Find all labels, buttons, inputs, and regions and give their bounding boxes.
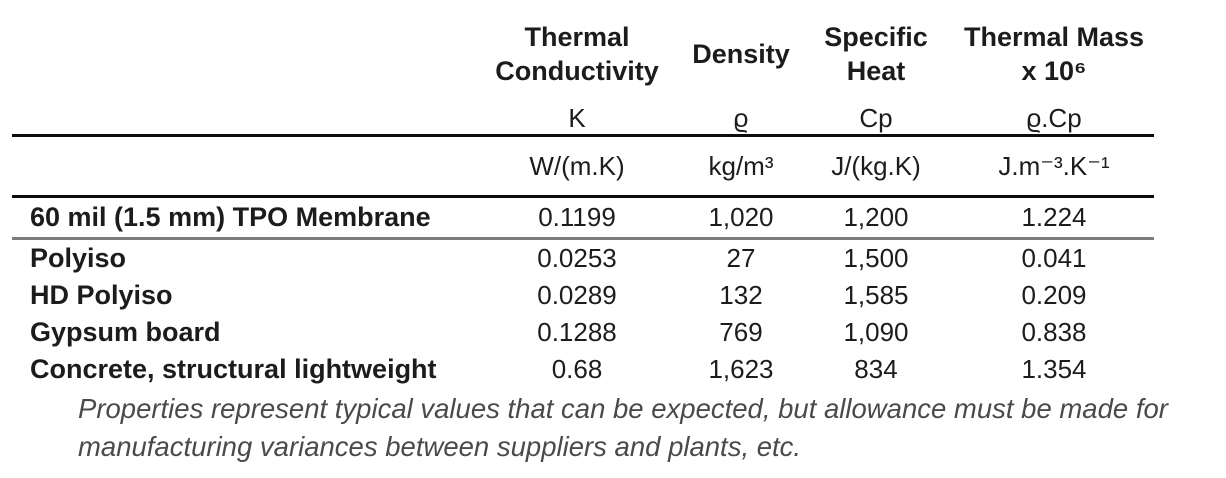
value-specific-heat: 834: [854, 353, 898, 384]
value-thermal-mass: 0.838: [1021, 316, 1087, 347]
table-row-gypsum-board: Gypsum board 0.1288 769 1,090 0.838: [12, 314, 1154, 351]
column-header-thermal-conductivity: Thermal Conductivity: [495, 22, 659, 86]
value-density: 1,623: [708, 353, 774, 384]
table-row-concrete: Concrete, structural lightweight 0.68 1,…: [12, 351, 1154, 388]
column-header-specific-heat: Specific Heat: [824, 22, 928, 86]
table-symbol-row: K ϱ Cp ϱ.Cp: [12, 102, 1154, 134]
divider-below-units: [12, 195, 1154, 198]
value-density: 769: [719, 316, 763, 347]
value-thermal-conductivity: 0.1288: [537, 316, 617, 347]
divider-below-symbols: [12, 134, 1154, 137]
unit-density: kg/m³: [708, 150, 774, 181]
value-specific-heat: 1,500: [843, 242, 909, 273]
unit-thermal-conductivity: W/(m.K): [529, 150, 625, 181]
footnote-line-1: Properties represent typical values that…: [78, 393, 1168, 424]
column-header-thermal-mass: Thermal Mass x 10⁶: [963, 22, 1145, 86]
divider-below-tpo-row: [12, 237, 1154, 240]
unit-specific-heat: J/(kg.K): [831, 150, 921, 181]
value-specific-heat: 1,585: [843, 279, 909, 310]
value-thermal-conductivity: 0.0289: [537, 279, 617, 310]
material-name: Concrete, structural lightweight: [30, 353, 437, 384]
value-density: 1,020: [708, 202, 774, 232]
symbol-cp: Cp: [859, 102, 893, 133]
table-row-hd-polyiso: HD Polyiso 0.0289 132 1,585 0.209: [12, 277, 1154, 314]
symbol-rho-cp: ϱ.Cp: [1026, 102, 1082, 133]
table-row-tpo-membrane: 60 mil (1.5 mm) TPO Membrane 0.1199 1,02…: [12, 198, 1154, 237]
material-name: HD Polyiso: [30, 279, 173, 310]
value-thermal-mass: 1.224: [1021, 202, 1087, 232]
table-row-polyiso: Polyiso 0.0253 27 1,500 0.041: [12, 240, 1154, 277]
material-name: 60 mil (1.5 mm) TPO Membrane: [30, 202, 431, 232]
value-thermal-conductivity: 0.0253: [537, 242, 617, 273]
symbol-rho: ϱ: [733, 102, 749, 133]
footnote-line-2: manufacturing variances between supplier…: [78, 431, 802, 462]
value-specific-heat: 1,200: [843, 202, 909, 232]
value-thermal-mass: 1.354: [1021, 353, 1087, 384]
table-units-row: W/(m.K) kg/m³ J/(kg.K) J.m⁻³.K⁻¹: [12, 137, 1154, 195]
value-thermal-mass: 0.209: [1021, 279, 1087, 310]
unit-thermal-mass: J.m⁻³.K⁻¹: [998, 150, 1110, 181]
column-header-density: Density: [692, 39, 790, 70]
value-thermal-mass: 0.041: [1021, 242, 1087, 273]
symbol-k: K: [568, 102, 586, 133]
material-name: Gypsum board: [30, 316, 221, 347]
value-thermal-conductivity: 0.1199: [538, 202, 616, 232]
material-name: Polyiso: [30, 242, 127, 273]
value-density: 27: [726, 242, 756, 273]
table-header-row: Thermal Conductivity Density Specific He…: [12, 8, 1154, 102]
properties-table: Thermal Conductivity Density Specific He…: [12, 8, 1154, 388]
table-footnote: Properties represent typical values that…: [78, 390, 1208, 466]
value-thermal-conductivity: 0.68: [551, 353, 603, 384]
value-density: 132: [719, 279, 763, 310]
value-specific-heat: 1,090: [843, 316, 909, 347]
